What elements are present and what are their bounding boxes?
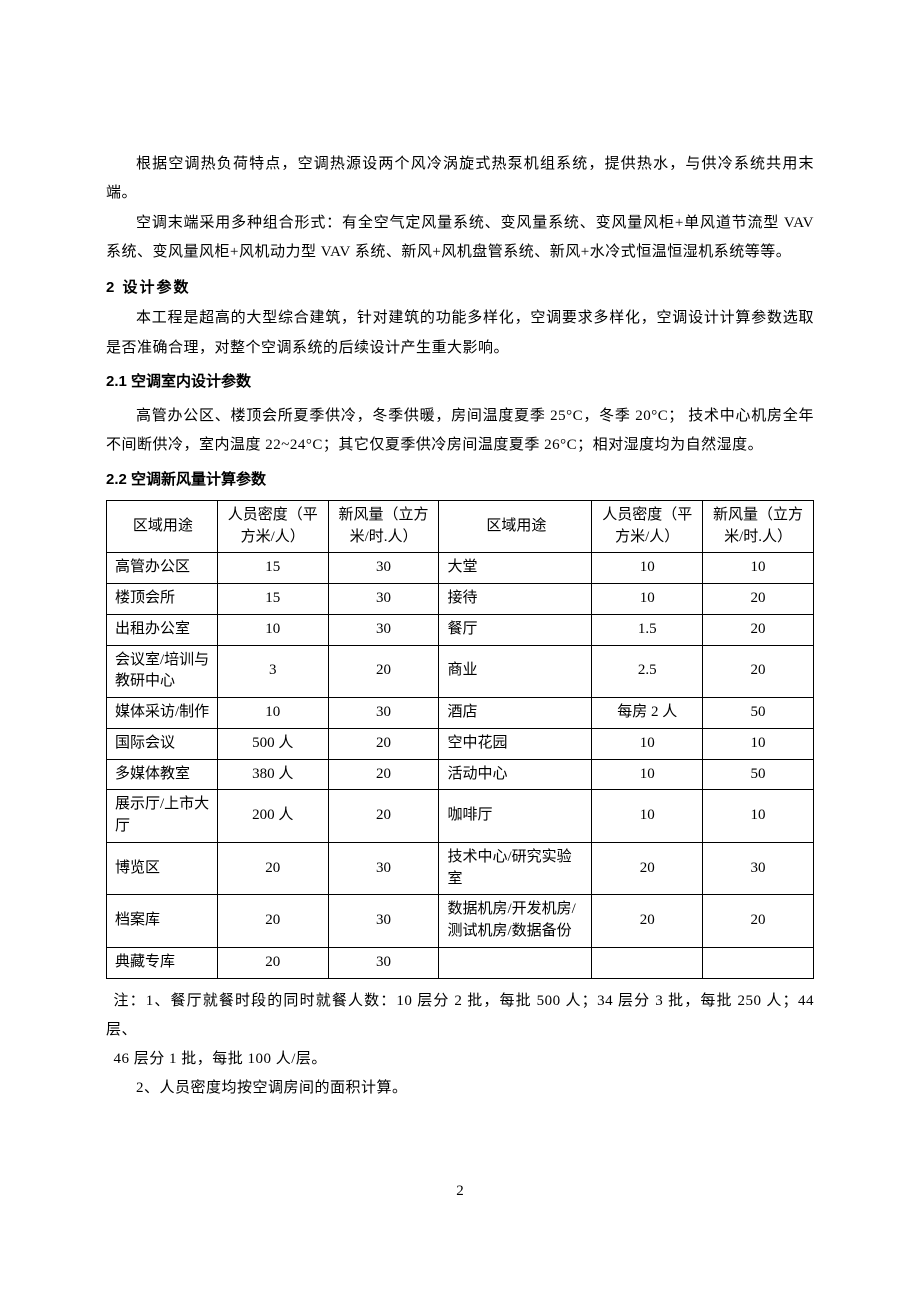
table-row: 高管办公区1530大堂1010 <box>107 553 814 584</box>
table-cell: 500 人 <box>217 728 328 759</box>
table-cell: 30 <box>328 842 439 895</box>
table-row: 典藏专库2030 <box>107 947 814 978</box>
table-header-density-2: 人员密度（平方米/人） <box>592 500 703 553</box>
table-cell: 数据机房/开发机房/测试机房/数据备份 <box>439 895 592 948</box>
table-cell: 30 <box>328 584 439 615</box>
table-row: 出租办公室1030餐厅1.520 <box>107 614 814 645</box>
table-cell <box>592 947 703 978</box>
table-cell: 高管办公区 <box>107 553 218 584</box>
table-cell: 20 <box>592 895 703 948</box>
table-cell: 楼顶会所 <box>107 584 218 615</box>
table-cell: 20 <box>703 645 814 698</box>
table-cell: 50 <box>703 698 814 729</box>
table-cell: 20 <box>328 645 439 698</box>
table-cell: 酒店 <box>439 698 592 729</box>
table-row: 博览区2030技术中心/研究实验室2030 <box>107 842 814 895</box>
table-cell: 10 <box>217 614 328 645</box>
table-cell: 30 <box>328 614 439 645</box>
table-cell: 380 人 <box>217 759 328 790</box>
section-2-title: 2 设计参数 <box>106 273 814 302</box>
table-cell: 15 <box>217 584 328 615</box>
table-cell: 活动中心 <box>439 759 592 790</box>
table-cell: 10 <box>592 728 703 759</box>
table-cell: 30 <box>703 842 814 895</box>
table-row: 媒体采访/制作1030酒店每房 2 人50 <box>107 698 814 729</box>
table-cell: 咖啡厅 <box>439 790 592 843</box>
table-cell: 20 <box>217 947 328 978</box>
table-cell: 20 <box>328 728 439 759</box>
table-note-2: 2、人员密度均按空调房间的面积计算。 <box>106 1074 814 1103</box>
section-2-paragraph: 本工程是超高的大型综合建筑，针对建筑的功能多样化，空调要求多样化，空调设计计算参… <box>106 304 814 363</box>
table-cell: 媒体采访/制作 <box>107 698 218 729</box>
table-cell: 博览区 <box>107 842 218 895</box>
table-cell: 会议室/培训与教研中心 <box>107 645 218 698</box>
table-cell: 国际会议 <box>107 728 218 759</box>
page-number: 2 <box>0 1177 920 1206</box>
table-header-area: 区域用途 <box>107 500 218 553</box>
table-cell: 20 <box>328 759 439 790</box>
table-row: 楼顶会所1530接待1020 <box>107 584 814 615</box>
table-note-1b: 46 层分 1 批，每批 100 人/层。 <box>106 1045 814 1074</box>
table-cell: 1.5 <box>592 614 703 645</box>
intro-paragraph-2: 空调末端采用多种组合形式：有全空气定风量系统、变风量系统、变风量风柜+单风道节流… <box>106 209 814 268</box>
table-cell <box>439 947 592 978</box>
table-cell <box>703 947 814 978</box>
table-cell: 20 <box>703 895 814 948</box>
table-cell: 200 人 <box>217 790 328 843</box>
table-cell: 典藏专库 <box>107 947 218 978</box>
table-cell: 20 <box>217 842 328 895</box>
table-body: 高管办公区1530大堂1010楼顶会所1530接待1020出租办公室1030餐厅… <box>107 553 814 978</box>
table-cell: 20 <box>217 895 328 948</box>
fresh-air-parameters-table: 区域用途 人员密度（平方米/人） 新风量（立方米/时.人） 区域用途 人员密度（… <box>106 500 814 979</box>
table-header-air: 新风量（立方米/时.人） <box>328 500 439 553</box>
table-cell: 10 <box>703 553 814 584</box>
section-2-1-title: 2.1 空调室内设计参数 <box>106 367 814 396</box>
table-cell: 技术中心/研究实验室 <box>439 842 592 895</box>
table-cell: 展示厅/上市大厅 <box>107 790 218 843</box>
table-cell: 30 <box>328 698 439 729</box>
table-cell: 大堂 <box>439 553 592 584</box>
table-cell: 10 <box>703 790 814 843</box>
table-row: 多媒体教室380 人20活动中心1050 <box>107 759 814 790</box>
table-cell: 10 <box>592 759 703 790</box>
table-row: 展示厅/上市大厅200 人20咖啡厅1010 <box>107 790 814 843</box>
table-cell: 10 <box>703 728 814 759</box>
table-header-density: 人员密度（平方米/人） <box>217 500 328 553</box>
table-cell: 30 <box>328 947 439 978</box>
section-2-2-title: 2.2 空调新风量计算参数 <box>106 465 814 494</box>
table-cell: 50 <box>703 759 814 790</box>
table-header-area-2: 区域用途 <box>439 500 592 553</box>
table-cell: 15 <box>217 553 328 584</box>
table-cell: 2.5 <box>592 645 703 698</box>
table-cell: 20 <box>703 584 814 615</box>
table-cell: 30 <box>328 553 439 584</box>
table-header-air-2: 新风量（立方米/时.人） <box>703 500 814 553</box>
table-cell: 30 <box>328 895 439 948</box>
section-2-1-paragraph: 高管办公区、楼顶会所夏季供冷，冬季供暖，房间温度夏季 25°C，冬季 20°C；… <box>106 402 814 461</box>
table-header-row: 区域用途 人员密度（平方米/人） 新风量（立方米/时.人） 区域用途 人员密度（… <box>107 500 814 553</box>
table-cell: 每房 2 人 <box>592 698 703 729</box>
table-row: 档案库2030数据机房/开发机房/测试机房/数据备份2020 <box>107 895 814 948</box>
table-cell: 20 <box>592 842 703 895</box>
table-row: 国际会议500 人20空中花园1010 <box>107 728 814 759</box>
table-cell: 多媒体教室 <box>107 759 218 790</box>
table-cell: 商业 <box>439 645 592 698</box>
table-row: 会议室/培训与教研中心320商业2.520 <box>107 645 814 698</box>
table-cell: 20 <box>703 614 814 645</box>
table-cell: 3 <box>217 645 328 698</box>
table-cell: 档案库 <box>107 895 218 948</box>
intro-paragraph-1: 根据空调热负荷特点，空调热源设两个风冷涡旋式热泵机组系统，提供热水，与供冷系统共… <box>106 150 814 209</box>
table-cell: 空中花园 <box>439 728 592 759</box>
table-cell: 10 <box>592 553 703 584</box>
table-cell: 10 <box>217 698 328 729</box>
table-cell: 出租办公室 <box>107 614 218 645</box>
table-cell: 20 <box>328 790 439 843</box>
table-note-1a: 注：1、餐厅就餐时段的同时就餐人数：10 层分 2 批，每批 500 人；34 … <box>106 987 814 1046</box>
table-cell: 接待 <box>439 584 592 615</box>
table-cell: 10 <box>592 790 703 843</box>
table-cell: 10 <box>592 584 703 615</box>
table-cell: 餐厅 <box>439 614 592 645</box>
